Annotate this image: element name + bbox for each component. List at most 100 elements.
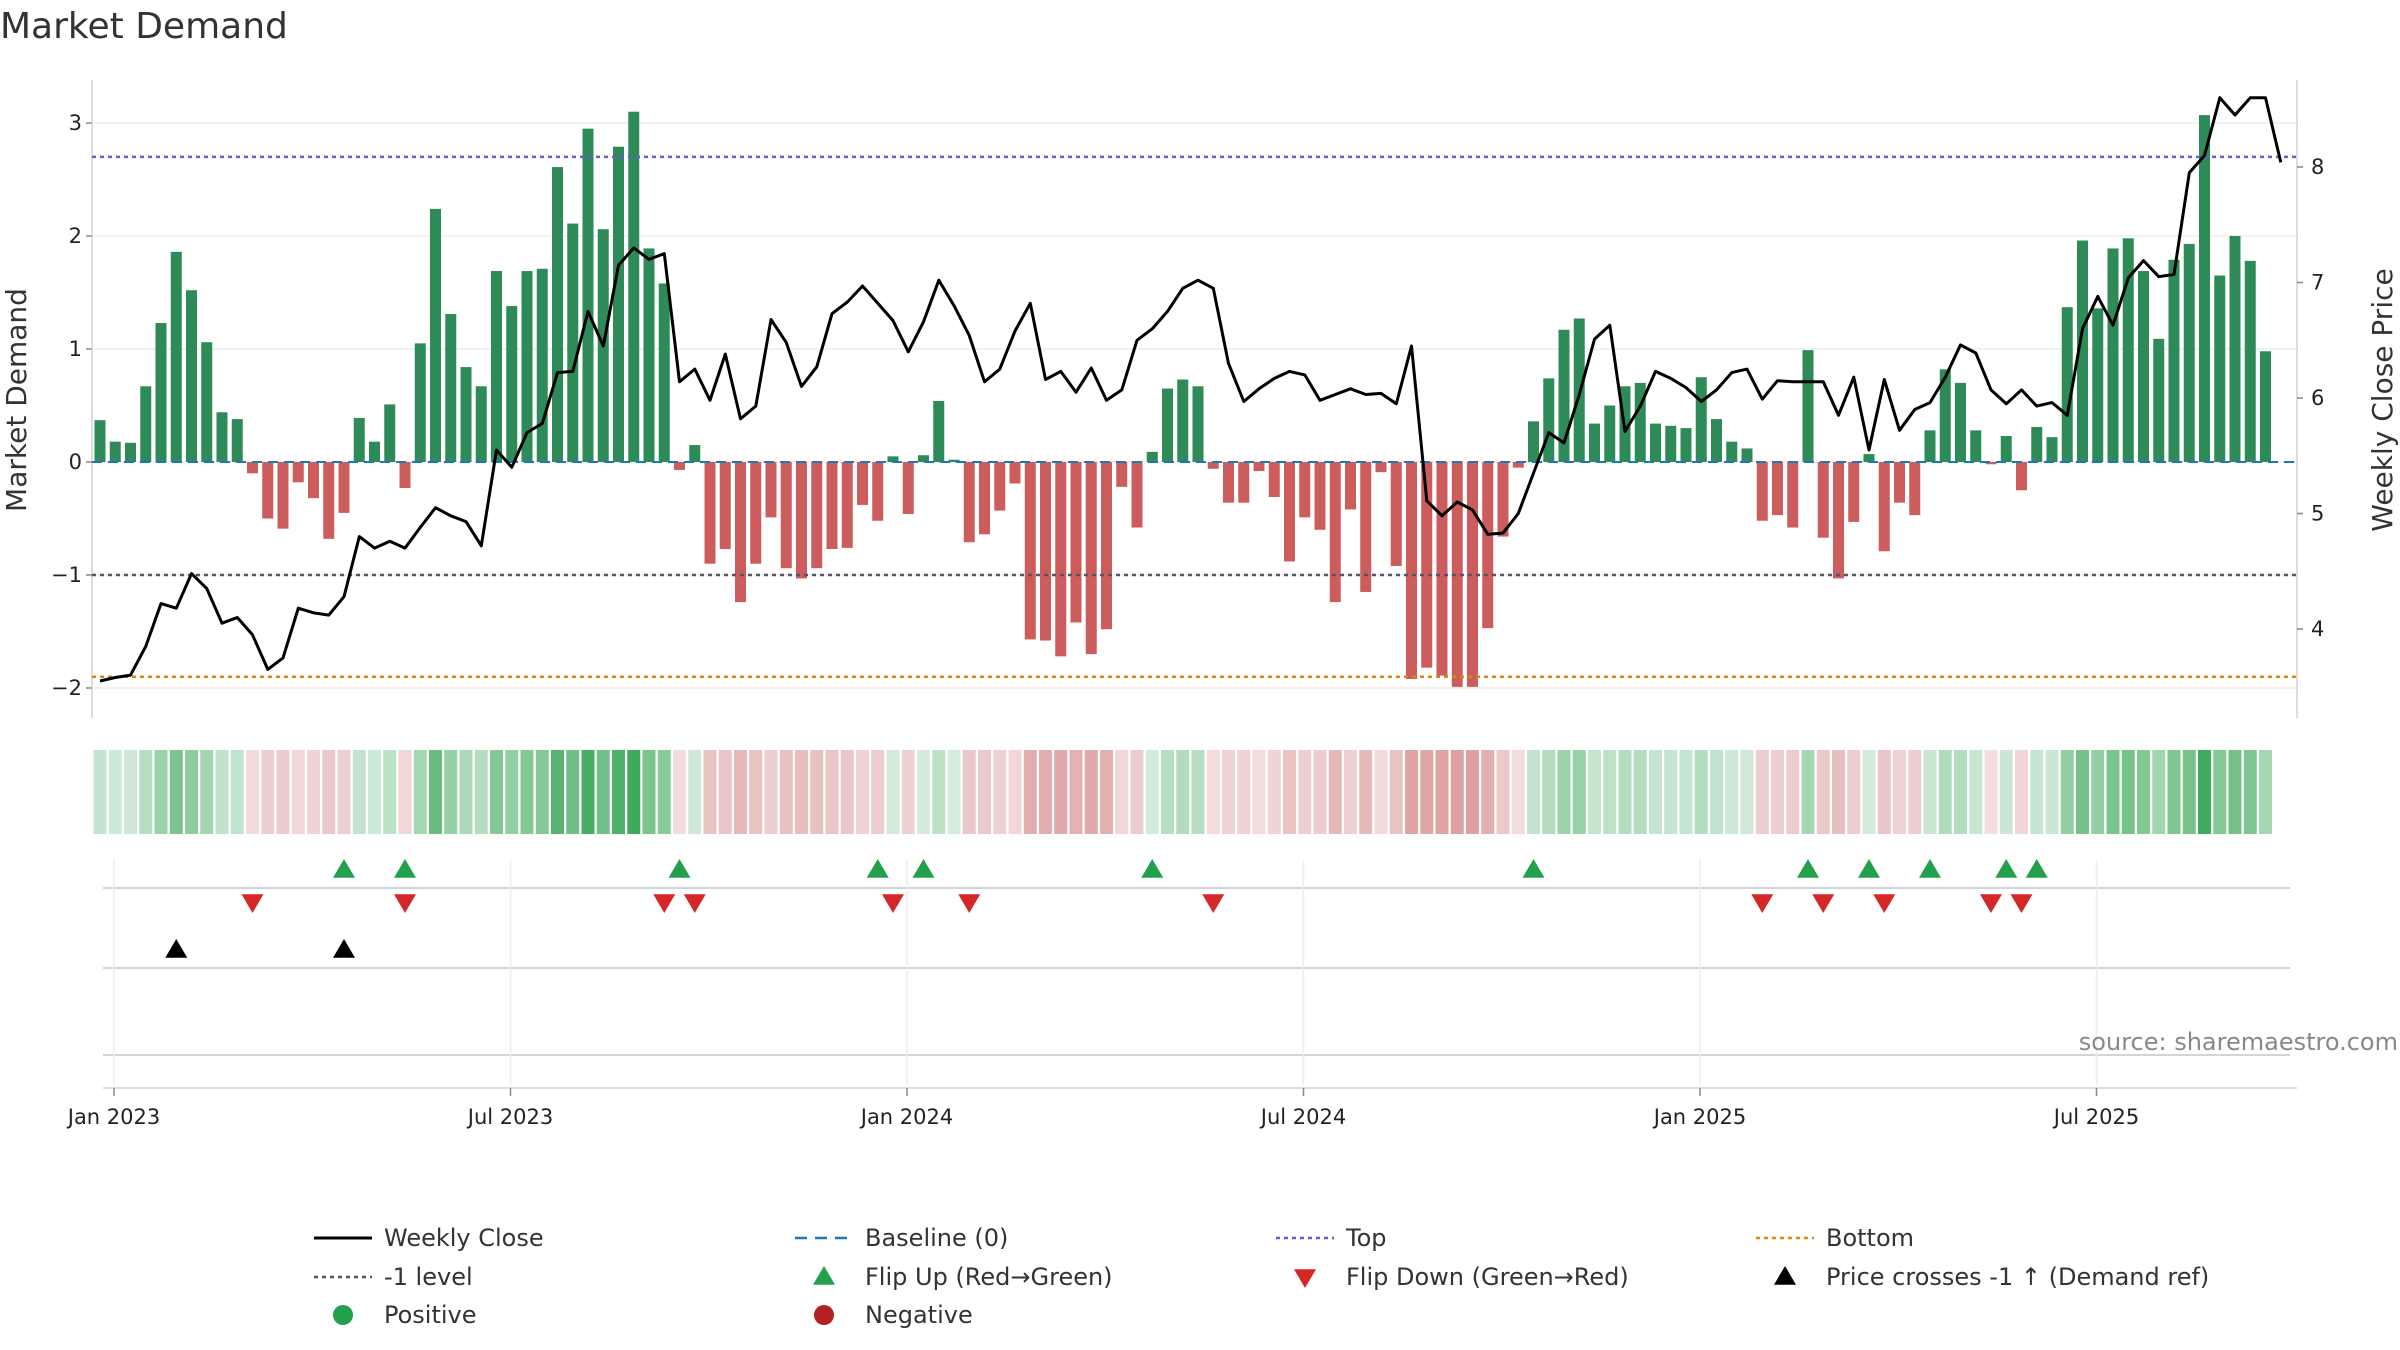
flip-up-marker: [912, 859, 935, 878]
date-tick-label: Jul 2024: [1259, 1105, 1346, 1129]
chart-title: Market Demand: [0, 6, 288, 47]
heat-cell: [673, 750, 686, 834]
flip-up-marker: [1919, 859, 1941, 878]
price-cross-marker: [165, 939, 188, 958]
legend-tri-down-swatch: [1294, 1269, 1316, 1288]
demand-bar: [1528, 421, 1539, 462]
demand-bar: [1146, 451, 1158, 462]
heat-cell: [1176, 750, 1190, 834]
heat-cell: [505, 750, 519, 834]
heat-cell: [1435, 750, 1449, 834]
legend-label: Weekly Close: [384, 1224, 544, 1252]
demand-bar: [1939, 369, 1951, 462]
demand-bar: [2214, 275, 2226, 462]
heat-cell: [413, 750, 427, 834]
heat-cell: [2060, 750, 2074, 834]
heat-cell: [749, 750, 763, 834]
heat-cell: [2030, 750, 2044, 834]
demand-bar: [1223, 462, 1234, 503]
heat-cell: [1862, 750, 1876, 834]
demand-bar: [689, 445, 701, 462]
demand-bar: [979, 462, 990, 535]
date-axis: Jan 2023 Jul 2023 Jan 2024 Jul 2024 Jan 2025…: [66, 1088, 2139, 1129]
signal-markers: [165, 859, 2048, 958]
marker-lanes: [103, 860, 2297, 1089]
flip-up-marker: [333, 859, 355, 878]
demand-bar: [1802, 350, 1814, 462]
demand-bar: [399, 462, 411, 488]
demand-heat-strip: [93, 750, 2272, 834]
demand-bar: [780, 462, 792, 569]
demand-bar: [1192, 386, 1204, 462]
flip-up-marker: [1141, 859, 1164, 878]
legend: Weekly Close Baseline (0) Top Bottom -1 leve…: [314, 1224, 2209, 1329]
demand-bar: [247, 462, 258, 474]
heat-cell: [124, 750, 137, 834]
heat-cell: [1786, 750, 1800, 834]
demand-bar: [140, 386, 152, 462]
heat-cell: [657, 750, 671, 834]
demand-bar: [2260, 351, 2271, 462]
heat-cell: [2198, 750, 2211, 834]
flip-down-marker: [394, 894, 416, 913]
right-tick-label: 4: [2311, 617, 2324, 641]
heat-cell: [1542, 750, 1556, 834]
legend-circle-swatch: [333, 1305, 353, 1325]
demand-bar: [1878, 462, 1890, 552]
demand-bar: [2122, 238, 2134, 462]
heat-cell: [1923, 750, 1937, 834]
heat-cell: [1755, 750, 1769, 834]
demand-bar: [1665, 425, 1677, 462]
heat-cell: [901, 750, 915, 834]
demand-bar: [582, 128, 594, 462]
date-tick-label: Jul 2023: [466, 1105, 553, 1129]
demand-bar: [1131, 462, 1143, 528]
flip-down-marker: [1873, 894, 1896, 913]
heat-cell: [551, 750, 564, 834]
heat-cell: [1572, 750, 1586, 834]
demand-bar: [2153, 338, 2165, 462]
demand-bar: [1756, 462, 1768, 521]
demand-bar: [1558, 329, 1570, 462]
demand-bar: [1345, 462, 1356, 510]
heat-cell: [1725, 750, 1739, 834]
demand-bar: [292, 462, 304, 483]
demand-bar: [796, 462, 807, 579]
heat-cell: [1313, 750, 1327, 834]
demand-bar: [674, 462, 685, 470]
heat-cell: [1145, 750, 1159, 834]
demand-bar: [1253, 462, 1265, 472]
demand-bar: [1848, 462, 1860, 522]
heat-cell: [947, 750, 961, 834]
demand-bar: [94, 420, 106, 462]
demand-bar: [628, 111, 640, 462]
flip-up-marker: [866, 859, 889, 878]
heat-cell: [520, 750, 534, 834]
flip-up-marker: [1858, 859, 1880, 878]
demand-bar: [1894, 462, 1905, 503]
heat-cell: [1420, 750, 1434, 834]
demand-bar: [1604, 405, 1616, 462]
flip-down-marker: [1751, 894, 1774, 913]
heat-cell: [1206, 750, 1220, 834]
demand-bar: [1421, 462, 1433, 668]
flip-down-marker: [1812, 894, 1835, 913]
demand-bar: [765, 462, 777, 518]
heat-cell: [825, 750, 839, 834]
demand-bar: [811, 462, 823, 569]
flip-up-marker: [2025, 859, 2048, 878]
heat-cell: [1740, 750, 1754, 834]
flip-up-marker: [1522, 859, 1545, 878]
heat-cell: [1893, 750, 1906, 834]
heat-cell: [1771, 750, 1784, 834]
heat-cell: [352, 750, 366, 834]
demand-bar: [857, 462, 868, 505]
demand-bar: [1726, 441, 1738, 462]
heat-cell: [1603, 750, 1617, 834]
heat-cell: [1557, 750, 1571, 834]
demand-bar: [1009, 462, 1021, 484]
heat-cell: [1588, 750, 1601, 834]
heat-cell: [1008, 750, 1022, 834]
demand-bar: [1543, 378, 1555, 462]
heat-cell: [459, 750, 473, 834]
